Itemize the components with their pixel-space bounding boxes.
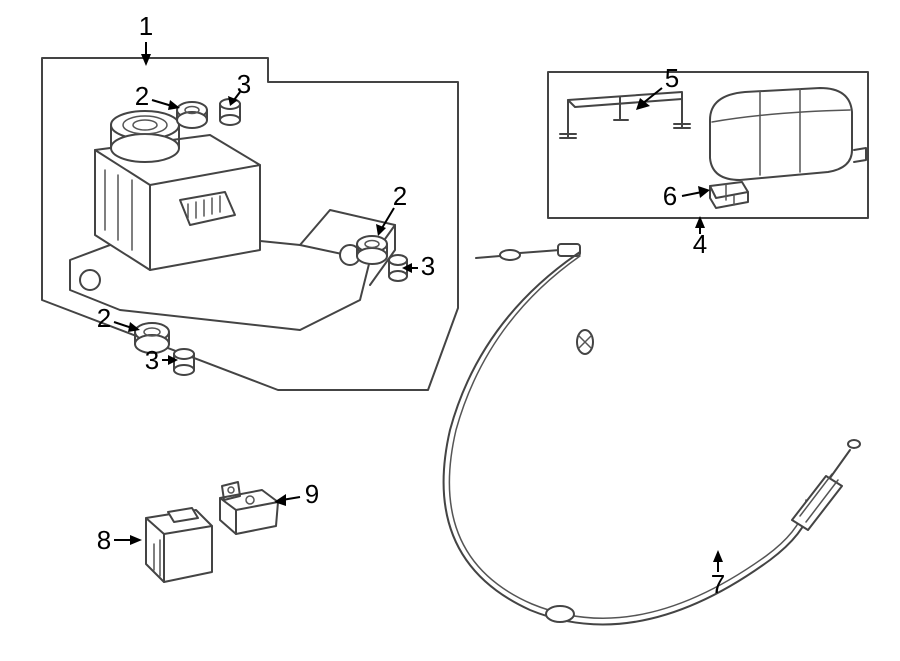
- label-4: 4: [693, 229, 707, 259]
- part-relay-6: [710, 182, 748, 208]
- label-5: 5: [665, 63, 679, 93]
- label-8: 8: [97, 525, 111, 555]
- label-3b: 3: [421, 251, 435, 281]
- label-1: 1: [139, 11, 153, 41]
- part-grommet-a: [177, 102, 207, 128]
- label-3c: 3: [145, 345, 159, 375]
- label-9: 9: [305, 479, 319, 509]
- part-module-8: [146, 508, 212, 582]
- part-module-bracket-9: [220, 482, 278, 534]
- label-7: 7: [711, 569, 725, 599]
- label-6: 6: [663, 181, 677, 211]
- part-cable-7: [444, 244, 860, 624]
- part-grommet-b: [357, 236, 387, 264]
- label-2b: 2: [393, 181, 407, 211]
- part-collar-c: [174, 349, 194, 375]
- part-actuator-assembly: [70, 111, 395, 330]
- part-cover-4: [710, 88, 866, 180]
- label-2c: 2: [97, 303, 111, 333]
- part-bracket-5: [560, 92, 690, 138]
- label-2a: 2: [135, 81, 149, 111]
- parts-diagram: 1 2 3 2 3 2 3 4 5 6: [0, 0, 900, 661]
